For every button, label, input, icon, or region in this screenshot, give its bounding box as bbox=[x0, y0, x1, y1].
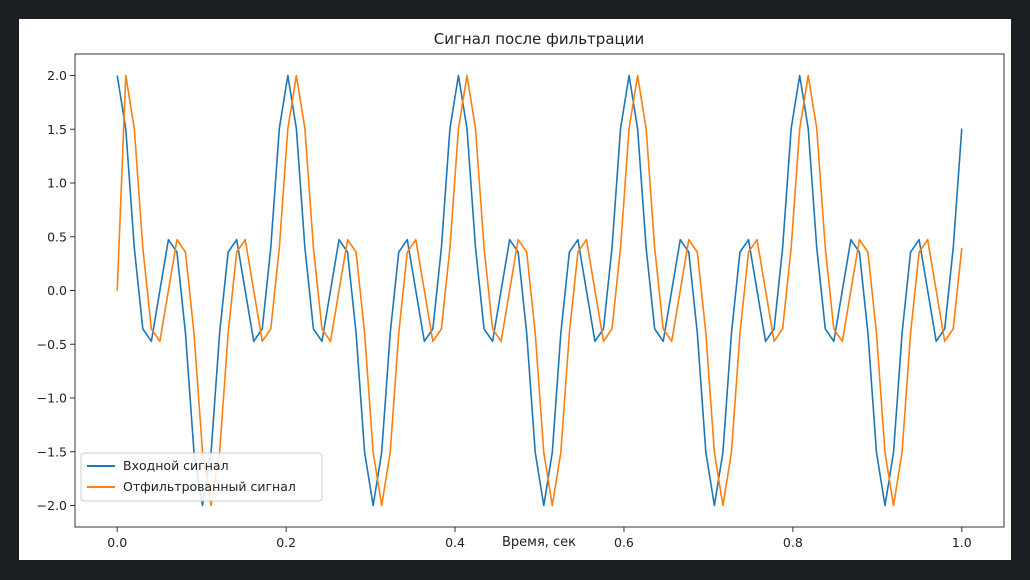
x-axis-label: Время, сек bbox=[502, 535, 576, 550]
x-axis: 0.0 0.2 0.4 0.6 0.8 1.0 bbox=[107, 527, 972, 550]
plot-area-frame bbox=[74, 53, 1005, 528]
x-tick-label: 0.6 bbox=[614, 535, 634, 550]
series-line-input bbox=[116, 74, 963, 507]
legend-label-filtered: Отфильтрованный сигнал bbox=[123, 479, 296, 494]
y-tick-label: 0.5 bbox=[47, 229, 67, 244]
y-axis: −2.0 −1.5 −1.0 −0.5 0.0 0.5 1.0 1.5 2.0 bbox=[37, 68, 75, 513]
y-tick-label: 1.0 bbox=[47, 176, 67, 191]
x-tick-label: 1.0 bbox=[952, 535, 972, 550]
x-tick-label: 0.0 bbox=[107, 535, 127, 550]
legend-box bbox=[80, 452, 323, 502]
x-tick-label: 0.2 bbox=[276, 535, 296, 550]
y-tick-label: −0.5 bbox=[37, 337, 67, 352]
series-line-filtered bbox=[116, 74, 963, 507]
x-tick-label: 0.4 bbox=[445, 535, 465, 550]
chart-title: Сигнал после фильтрации bbox=[434, 30, 644, 48]
y-tick-label: 1.5 bbox=[47, 122, 67, 137]
plot-series bbox=[116, 74, 963, 507]
y-tick-label: 2.0 bbox=[47, 68, 67, 83]
y-tick-label: −2.0 bbox=[37, 498, 67, 513]
y-tick-label: −1.0 bbox=[37, 391, 67, 406]
x-tick-label: 0.8 bbox=[783, 535, 803, 550]
legend-label-input: Входной сигнал bbox=[123, 458, 229, 473]
y-tick-label: 0.0 bbox=[47, 283, 67, 298]
chart-figure: Сигнал после фильтрации −2.0 −1.5 −1.0 −0.5… bbox=[19, 19, 1011, 560]
line-chart: Сигнал после фильтрации −2.0 −1.5 −1.0 −0.5… bbox=[37, 30, 1005, 550]
y-tick-label: −1.5 bbox=[37, 444, 67, 459]
legend: Входной сигнал Отфильтрованный сигнал bbox=[80, 452, 323, 502]
